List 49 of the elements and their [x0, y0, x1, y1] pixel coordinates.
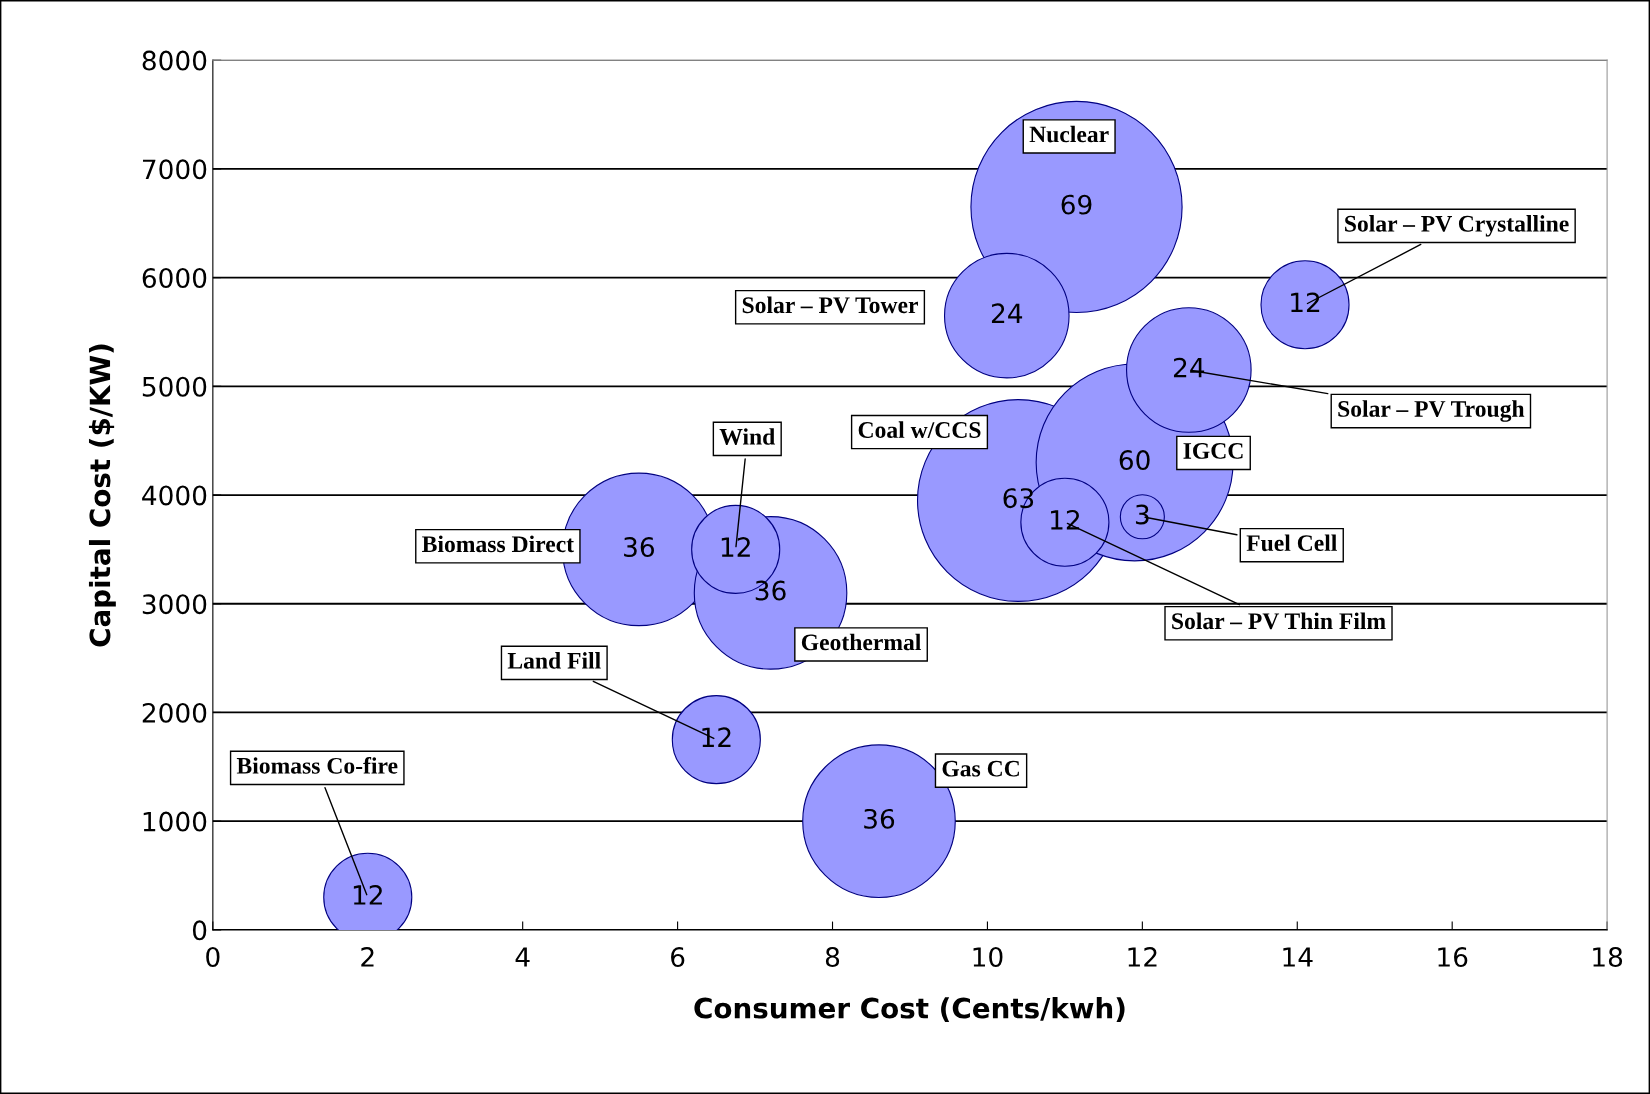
x-tick-label: 6 [671, 947, 685, 967]
data-label: 69 [1061, 194, 1092, 215]
series-label: Biomass Direct [422, 535, 574, 553]
data-label: 12 [1051, 509, 1080, 530]
data-label: 3 [1135, 504, 1149, 525]
x-tick-label: 2 [361, 947, 374, 967]
text: Solar – PV Thin Film [1172, 612, 1386, 630]
y-tick-label: 8000 [142, 50, 207, 71]
series-label: Geothermal [801, 633, 921, 651]
series-label: Gas CC [942, 760, 1019, 777]
text: Biomass Co-fire [236, 756, 398, 774]
text: Land Fill [507, 652, 601, 669]
x-tick-label: 0 [206, 947, 220, 967]
text: Solar – PV Trough [1338, 400, 1525, 422]
data-label: 24 [1173, 357, 1205, 378]
x-tick-label: 10 [973, 947, 1003, 967]
data-label: 36 [755, 580, 786, 601]
x-tick-label: 4 [515, 947, 530, 967]
y-tick-label: 6000 [142, 268, 207, 288]
series-label: IGCC [1183, 442, 1243, 459]
text: Fuel Cell [1246, 534, 1337, 552]
y-tick-label: 3000 [142, 594, 207, 615]
y-tick-label: 2000 [142, 702, 207, 723]
data-label: 36 [624, 537, 654, 558]
x-tick-label: 18 [1593, 947, 1623, 967]
y-tick-label: 0 [192, 920, 207, 941]
y-tick-label: 1000 [143, 811, 207, 832]
data-label: 63 [1003, 488, 1034, 509]
data-label: 60 [1119, 450, 1150, 471]
data-label: 12 [353, 884, 382, 905]
data-label: 36 [864, 808, 895, 829]
series-label: Solar – PV Tower [742, 296, 918, 314]
y-tick-label: 5000 [142, 376, 207, 397]
y-tick-label: 4000 [142, 485, 207, 506]
x-tick-label: 14 [1283, 947, 1313, 967]
data-label: 12 [1291, 292, 1320, 313]
data-label: 24 [991, 303, 1023, 323]
x-tick-label: 12 [1128, 947, 1157, 967]
series-label: Coal w/CCS [858, 421, 981, 438]
data-label: 12 [702, 727, 731, 747]
x-tick-label: 8 [825, 947, 840, 967]
x-tick-label: 16 [1438, 947, 1468, 967]
series-label: Nuclear [1029, 125, 1109, 143]
data-label: 12 [721, 537, 750, 557]
text: Wind [719, 428, 776, 445]
y-tick-label: 7000 [142, 159, 207, 180]
x-axis-title: Consumer Cost (Cents/kwh) [694, 997, 1125, 1022]
y-axis-title: Capital Cost ($/KW) [88, 344, 116, 647]
series-label: Solar – PV Crystalline [1345, 215, 1569, 237]
